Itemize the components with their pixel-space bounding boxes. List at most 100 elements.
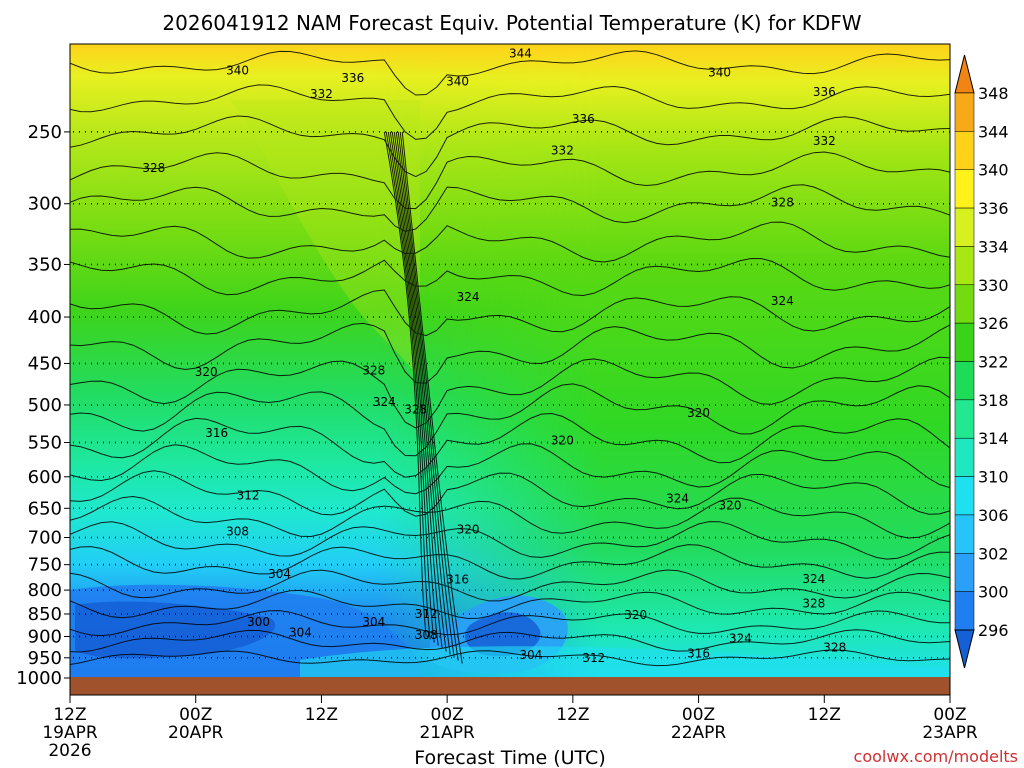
contour-label: 324: [373, 395, 396, 409]
colorbar-bottom-arrow: [954, 629, 975, 669]
contour-label: 320: [551, 433, 574, 447]
front-contour: [393, 131, 447, 652]
contour-label: 324: [729, 632, 752, 646]
colorbar-label: 344: [978, 122, 1009, 141]
contour-label: 332: [310, 87, 333, 101]
contour-line: [70, 84, 950, 140]
colorbar-label: 322: [978, 353, 1009, 372]
contour-label: 312: [415, 607, 438, 621]
colorbar-label: 306: [978, 506, 1009, 525]
colorbar-label: 348: [978, 84, 1009, 103]
y-tick-label: 750: [28, 555, 62, 576]
front-contour: [387, 131, 435, 643]
x-tick-label: 23APR: [922, 723, 978, 743]
contour-line: [70, 495, 950, 539]
contour-label: 324: [457, 290, 480, 304]
front-contour: [385, 131, 431, 640]
colorbar-top-arrow: [954, 54, 975, 94]
front-contour: [391, 131, 443, 649]
x-tick-label: 19APR: [42, 723, 98, 743]
contour-line: [70, 443, 950, 495]
x-tick-label: 00Z: [179, 705, 212, 725]
x-tick-label: 12Z: [305, 705, 338, 725]
colorbar-label: 314: [978, 429, 1009, 448]
front-contour: [389, 131, 439, 646]
colorbar-swatch: [954, 553, 975, 592]
y-tick-label: 350: [28, 254, 62, 275]
colorbar-label: 310: [978, 468, 1009, 487]
contour-label: 320: [719, 498, 742, 512]
contour-label: 312: [237, 488, 260, 502]
colorbar-label: 318: [978, 391, 1009, 410]
contour-line: [70, 544, 950, 580]
y-tick-label: 700: [28, 527, 62, 548]
contour-line: [70, 629, 950, 653]
contour-label: 324: [666, 491, 689, 505]
surface-cyan-band: [300, 646, 950, 678]
contour-label: 336: [572, 112, 595, 126]
contour-label: 316: [205, 426, 228, 440]
x-tick-label: 12Z: [53, 705, 86, 725]
x-tick-label: 00Z: [682, 705, 715, 725]
contour-lines: [70, 50, 950, 667]
x-tick-label: 00Z: [431, 705, 464, 725]
colorbar-swatch: [954, 361, 975, 401]
contour-label: 320: [457, 523, 480, 537]
contour-label: 316: [687, 647, 710, 661]
colorbar-label: 336: [978, 199, 1009, 218]
contour-label: 304: [268, 567, 291, 581]
colorbar-swatch: [954, 246, 975, 286]
contour-line: [70, 383, 950, 457]
contour-line: [70, 356, 950, 429]
contour-label: 300: [247, 615, 270, 629]
contour-line: [70, 470, 950, 517]
x-tick-label: 12Z: [808, 705, 841, 725]
colorbar-swatch: [954, 169, 975, 209]
contour-label: 316: [446, 573, 469, 587]
contour-labels: 344 340 336 340 340 332 336 336 332 332 328 328 324 3…: [142, 47, 846, 665]
y-tick-label: 500: [28, 395, 62, 416]
front-contour: [383, 131, 427, 637]
colorbar-swatch: [954, 514, 975, 554]
mid-cold-core: [465, 612, 541, 657]
colorbar-label: 296: [978, 621, 1009, 640]
y-axis: 2503003504004505005506006507007508008509…: [16, 122, 70, 689]
colorbar-swatch: [954, 322, 975, 362]
contour-label: 304: [519, 648, 542, 662]
y-tick-label: 300: [28, 194, 62, 215]
contour-line: [70, 257, 950, 297]
y-tick-label: 950: [28, 648, 62, 669]
y-tick-label: 450: [28, 353, 62, 374]
contour-label: 344: [509, 47, 532, 61]
colorbar-swatch: [954, 437, 975, 477]
contour-label: 328: [802, 597, 825, 611]
colorbar-swatch: [954, 399, 975, 439]
y-tick-label: 800: [28, 580, 62, 601]
deep-cold-core: [75, 601, 276, 659]
contour-line: [70, 412, 950, 478]
front-contour: [401, 131, 463, 664]
contour-label: 304: [362, 615, 385, 629]
contour-label: 328: [362, 363, 385, 377]
contour-line: [70, 569, 950, 602]
contour-line: [70, 289, 950, 337]
y-tick-label: 600: [28, 467, 62, 488]
credit-text: coolwx.com/modelts: [854, 747, 1018, 766]
x-tick-label: 00Z: [933, 705, 966, 725]
contour-line: [70, 151, 950, 210]
contour-line: [70, 50, 950, 96]
contour-label: 312: [582, 651, 605, 665]
colorbar-label: 326: [978, 314, 1009, 333]
contour-label: 336: [813, 85, 836, 99]
colorbar-swatch: [954, 92, 975, 132]
contour-label: 340: [446, 75, 469, 89]
y-tick-label: 400: [28, 307, 62, 328]
contour-label: 320: [687, 406, 710, 420]
contour-line: [70, 221, 950, 263]
colorbar-label: 334: [978, 237, 1009, 256]
contour-line: [70, 184, 950, 232]
x-axis-label: Forecast Time (UTC): [414, 747, 605, 768]
contour-label: 328: [142, 161, 165, 175]
